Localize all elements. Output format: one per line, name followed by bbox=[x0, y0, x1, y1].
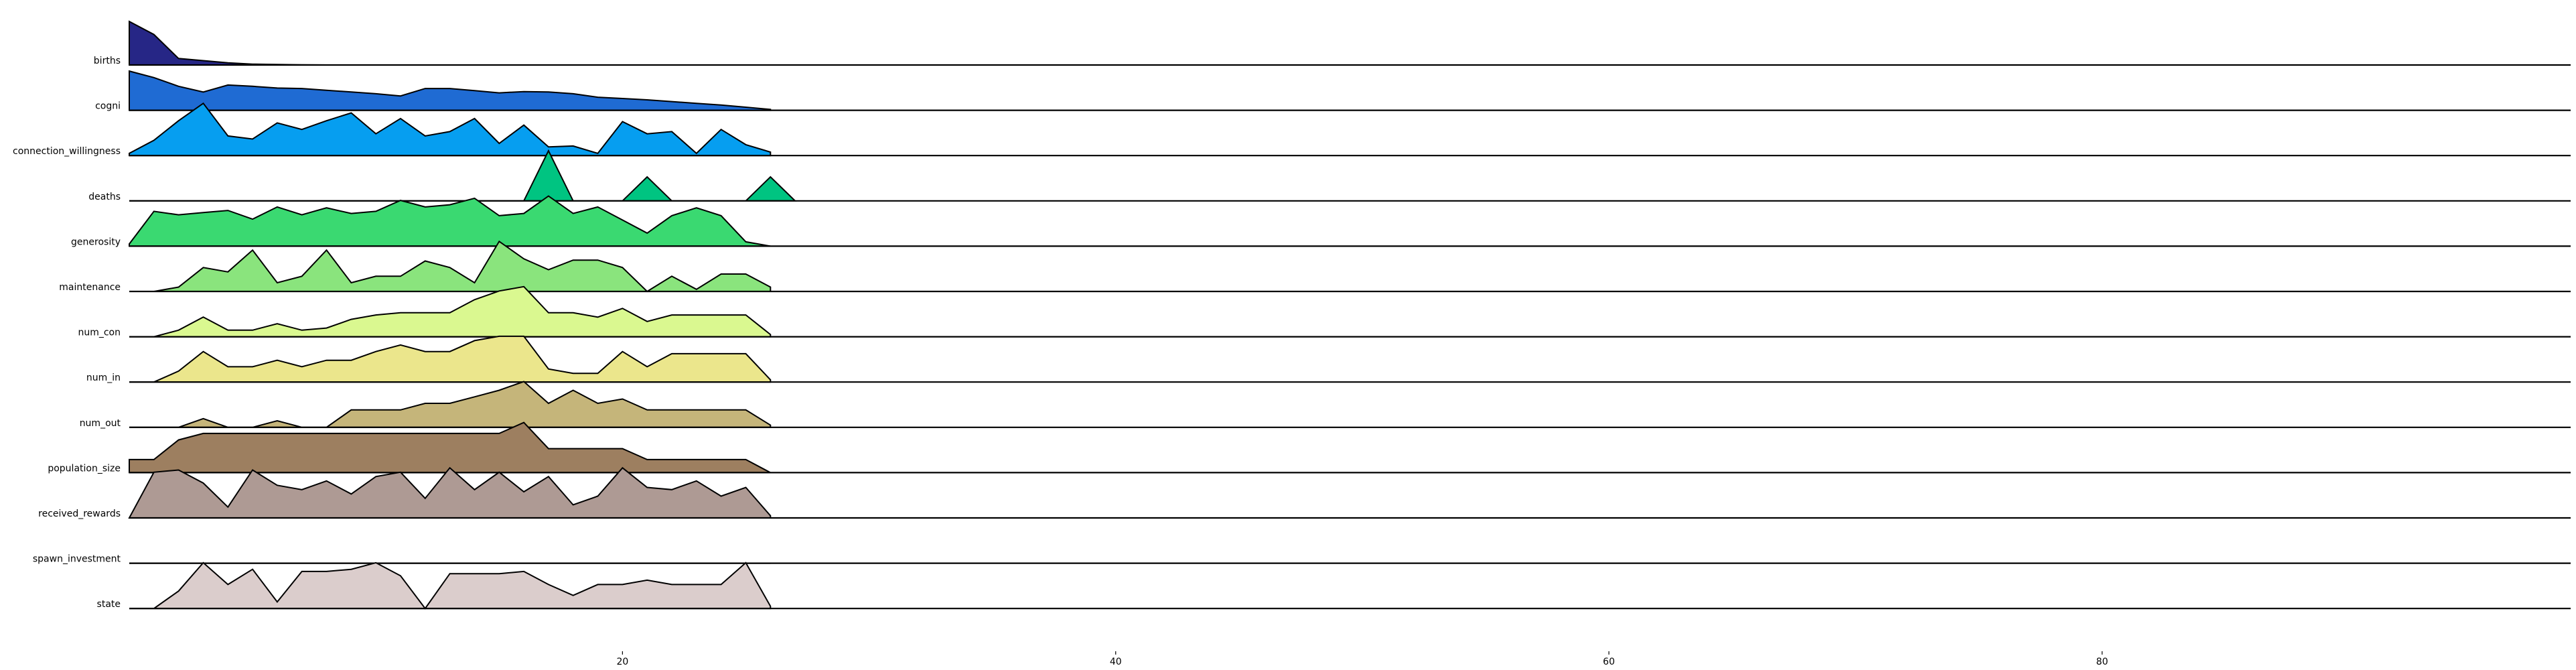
ridge-area-cogni bbox=[129, 70, 772, 111]
ridge-generosity bbox=[129, 195, 2571, 247]
x-tick-label-40: 40 bbox=[1110, 657, 1122, 667]
row-label-spawn_investment: spawn_investment bbox=[33, 554, 121, 565]
row-label-generosity: generosity bbox=[71, 237, 121, 247]
ridge-area-state bbox=[129, 561, 772, 610]
x-tick-label-60: 60 bbox=[1603, 657, 1615, 667]
ridge-num_out bbox=[129, 381, 2571, 428]
ridge-area-num_con bbox=[129, 285, 772, 338]
ridge-maintenance bbox=[129, 240, 2571, 293]
x-axis: 20 40 60 80 bbox=[616, 651, 2108, 667]
ridge-area-connection_willingness bbox=[129, 102, 772, 157]
row-label-num_con: num_con bbox=[78, 328, 121, 338]
row-label-population_size: population_size bbox=[48, 463, 121, 474]
ridge-cogni bbox=[129, 70, 2571, 111]
x-tick-label-20: 20 bbox=[616, 657, 628, 667]
ridge-area-population_size bbox=[129, 421, 771, 474]
row-label-births: births bbox=[94, 56, 121, 66]
row-label-maintenance: maintenance bbox=[59, 282, 121, 293]
row-label-cogni: cogni bbox=[95, 101, 121, 112]
row-label-state: state bbox=[97, 599, 121, 610]
ridge-num_con bbox=[129, 285, 2571, 338]
ridge-num_in bbox=[129, 335, 2571, 383]
ridge-births bbox=[129, 20, 2571, 66]
ridge-area-deaths bbox=[129, 149, 797, 202]
ridge-received_rewards bbox=[128, 466, 2571, 519]
ridge-deaths bbox=[129, 149, 2571, 202]
ridge-area-received_rewards bbox=[128, 466, 772, 519]
row-label-connection_willingness: connection_willingness bbox=[13, 146, 121, 157]
ridge-population_size bbox=[129, 421, 2571, 474]
row-label-num_in: num_in bbox=[86, 373, 121, 383]
ridge-layers bbox=[128, 20, 2571, 610]
ridge-connection_willingness bbox=[129, 102, 2571, 157]
x-tick-label-80: 80 bbox=[2096, 657, 2108, 667]
ridge-area-num_out bbox=[129, 381, 772, 428]
row-label-num_out: num_out bbox=[80, 418, 121, 429]
row-label-deaths: deaths bbox=[88, 192, 121, 202]
ridge-state bbox=[129, 561, 2571, 610]
ridge-area-generosity bbox=[129, 195, 771, 247]
ridge-area-maintenance bbox=[129, 240, 772, 293]
ridge-area-num_in bbox=[129, 335, 772, 383]
row-label-received_rewards: received_rewards bbox=[38, 509, 121, 519]
ridge-area-births bbox=[129, 20, 771, 66]
